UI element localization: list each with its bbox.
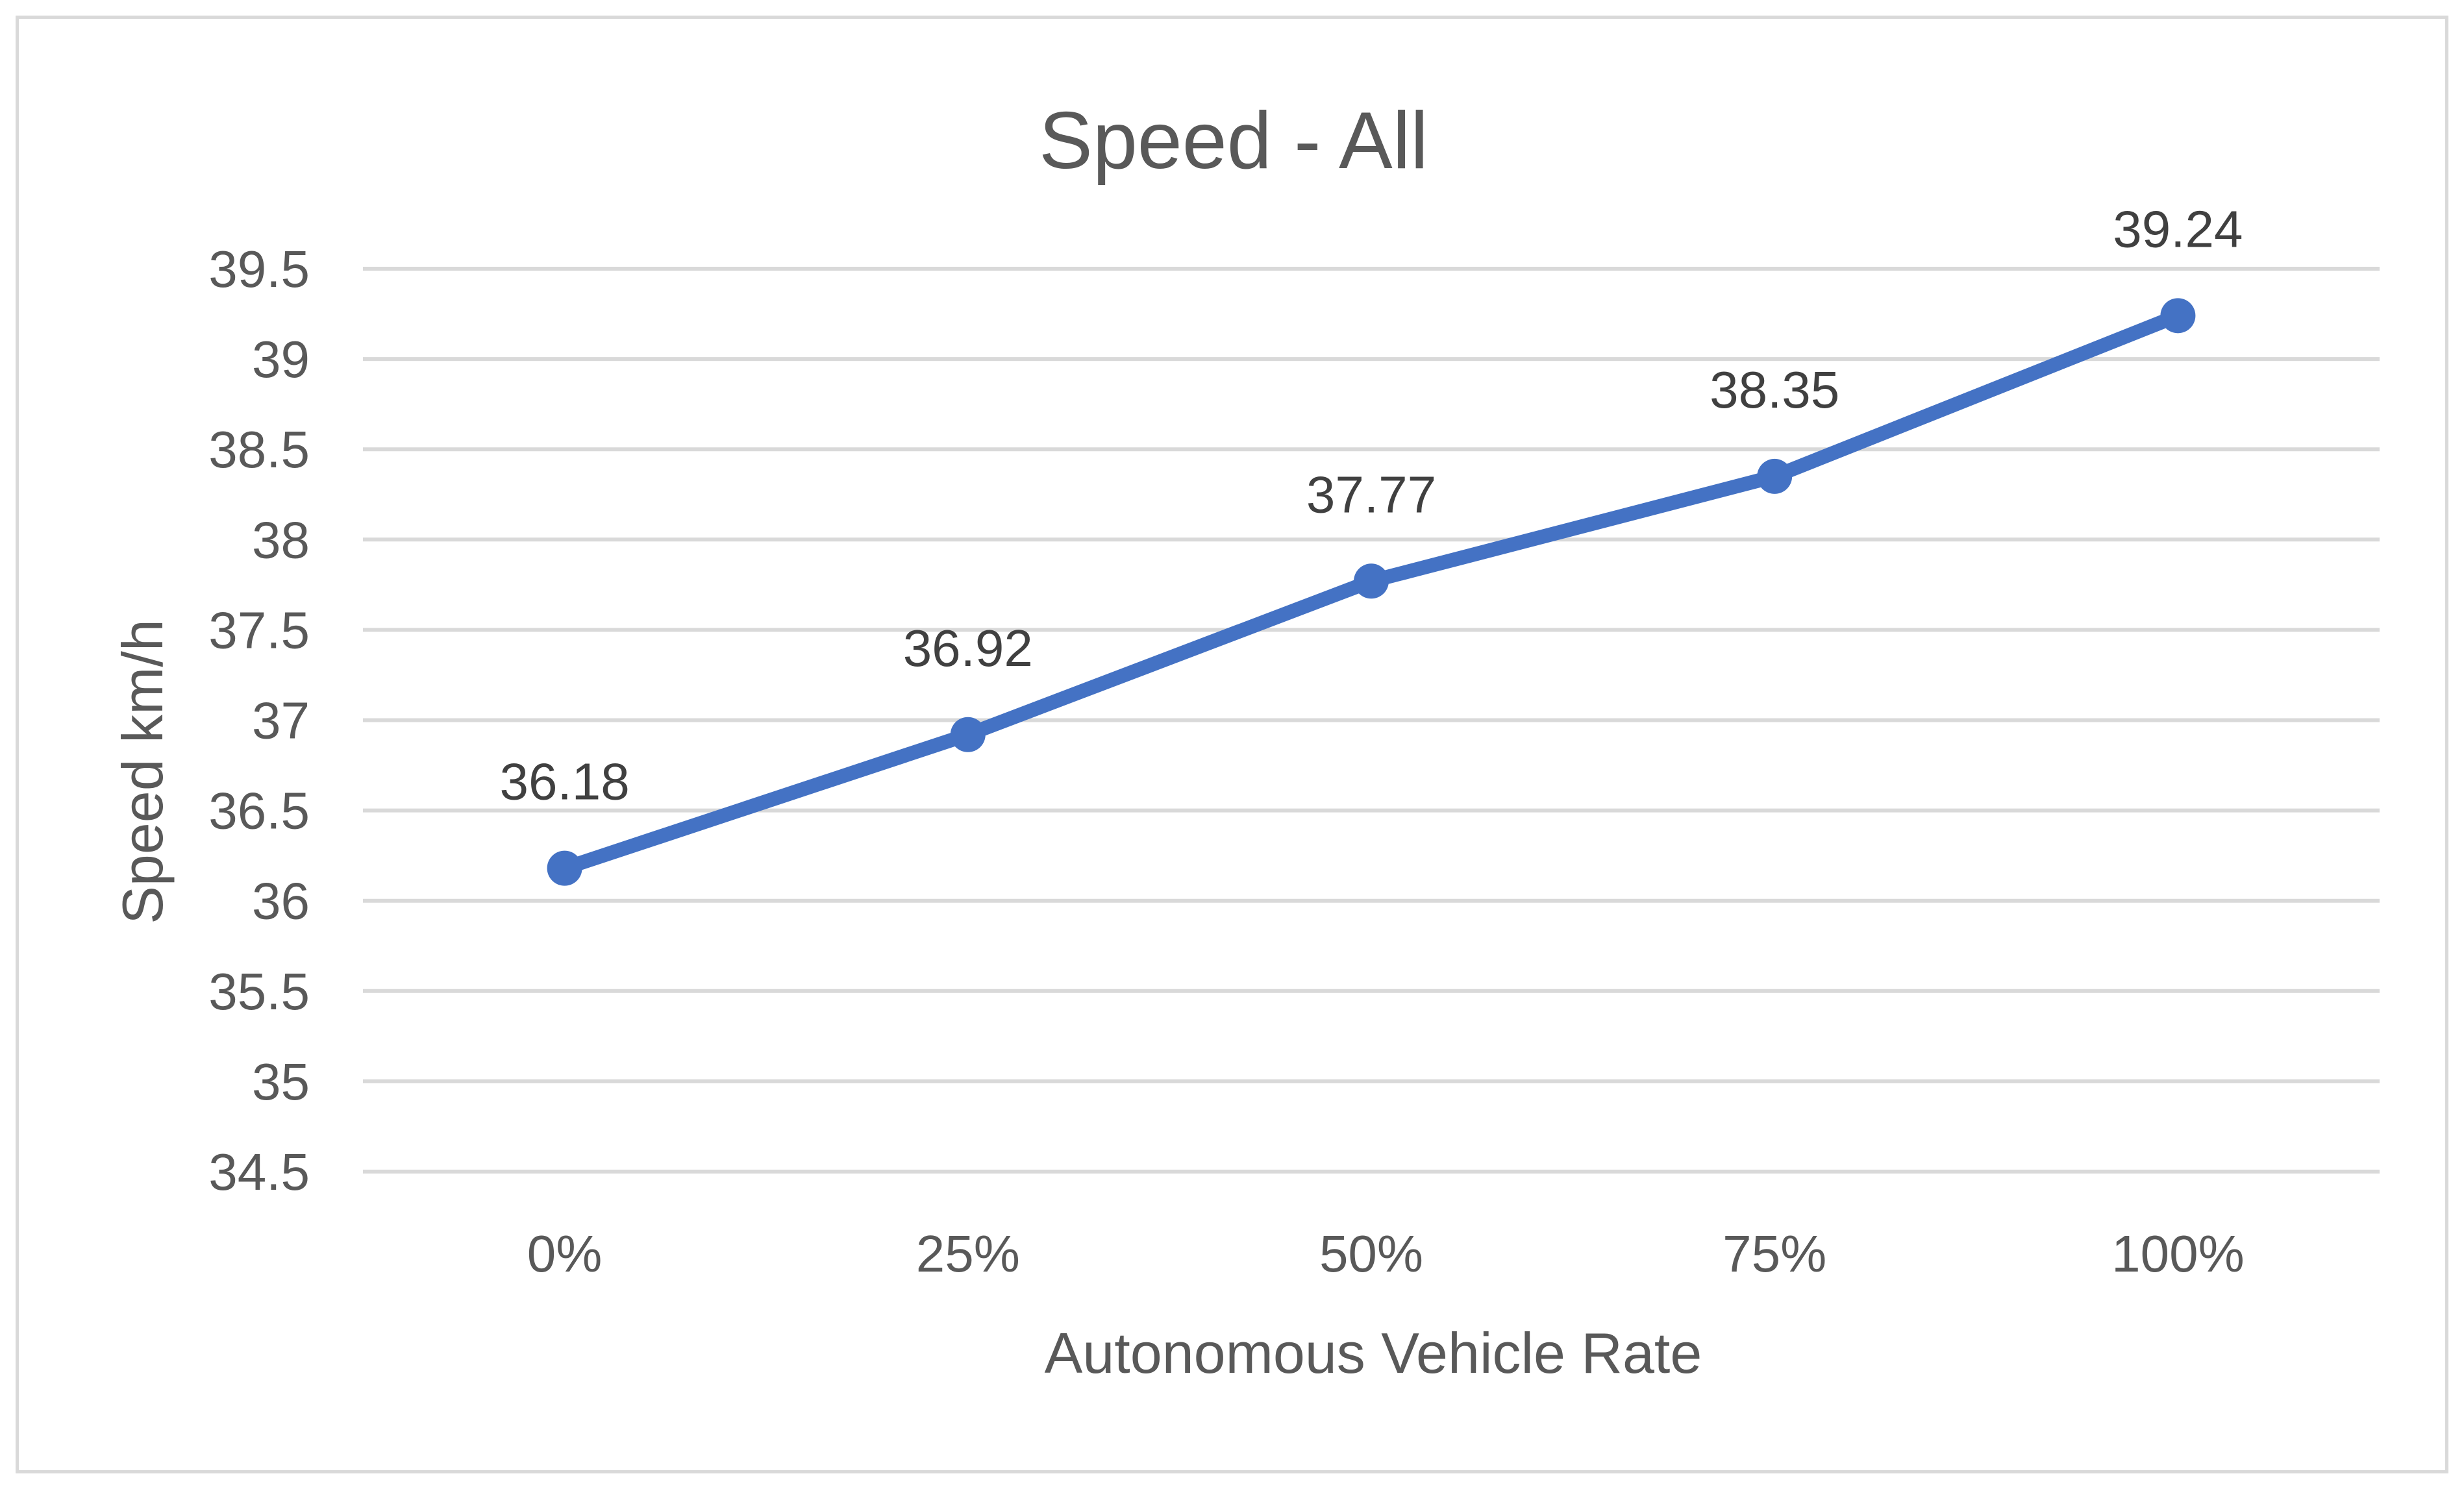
y-tick-label: 35 — [252, 1053, 310, 1111]
y-tick-label: 38.5 — [208, 421, 310, 478]
x-axis-title: Autonomous Vehicle Rate — [1045, 1321, 1702, 1385]
line-chart: Speed - All 34.5 35 35.5 36 36.5 37 37.5 38 38.5… — [110, 96, 2380, 1385]
chart-frame: Speed - All 34.5 35 35.5 36 36.5 37 37.5 38 38.5… — [16, 16, 2448, 1473]
y-tick-label: 35.5 — [208, 963, 310, 1020]
data-point — [2160, 298, 2196, 334]
chart-title: Speed - All — [1039, 96, 1428, 186]
y-tick-label: 39.5 — [208, 240, 310, 298]
gridlines — [363, 267, 2380, 1174]
y-tick-label: 39 — [252, 330, 310, 388]
x-tick-label: 25% — [916, 1225, 1020, 1283]
y-tick-label: 34.5 — [208, 1143, 310, 1201]
data-point — [950, 717, 986, 752]
y-axis-title: Speed km/h — [110, 619, 175, 924]
y-axis-tick-labels: 34.5 35 35.5 36 36.5 37 37.5 38 38.5 39 39.5 — [208, 240, 310, 1201]
data-point — [1354, 563, 1389, 599]
y-tick-label: 36 — [252, 872, 310, 930]
x-tick-label: 100% — [2111, 1225, 2245, 1283]
y-tick-label: 38 — [252, 511, 310, 569]
x-tick-label: 0% — [527, 1225, 603, 1283]
x-tick-label: 50% — [1319, 1225, 1423, 1283]
data-labels: 36.18 36.92 37.77 38.35 39.24 — [499, 200, 2243, 810]
data-label: 39.24 — [2113, 200, 2243, 258]
data-label: 36.92 — [903, 619, 1033, 677]
x-tick-label: 75% — [1723, 1225, 1826, 1283]
series-line-group — [547, 298, 2196, 886]
y-tick-label: 36.5 — [208, 782, 310, 840]
x-axis-tick-labels: 0% 25% 50% 75% 100% — [527, 1225, 2245, 1283]
data-label: 36.18 — [499, 753, 629, 811]
data-point — [1757, 458, 1793, 494]
data-label: 38.35 — [1710, 361, 1839, 419]
y-tick-label: 37 — [252, 692, 310, 750]
data-label: 37.77 — [1306, 465, 1436, 523]
y-tick-label: 37.5 — [208, 601, 310, 659]
data-point — [547, 850, 582, 886]
